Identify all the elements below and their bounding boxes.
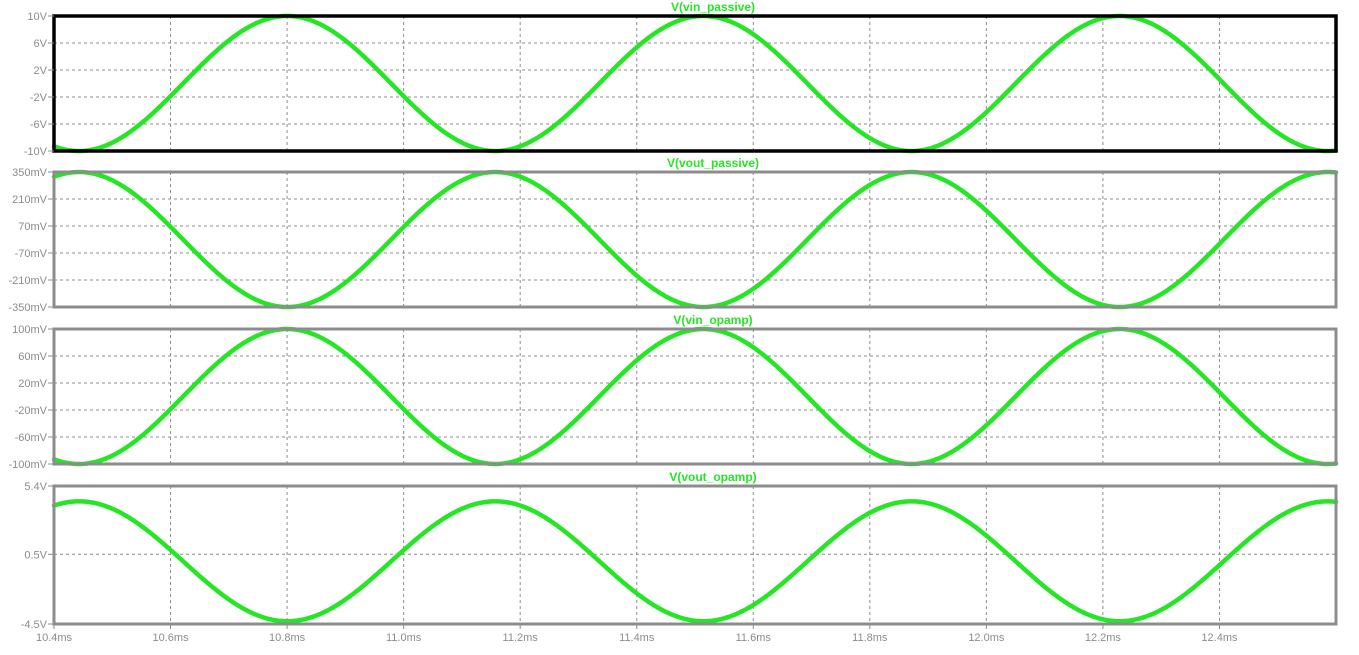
- x-tick-label: 11.4ms: [619, 632, 655, 644]
- x-tick-label: 12.0ms: [968, 632, 1005, 644]
- trace-line: [51, 13, 1339, 154]
- trace-line: [51, 169, 1339, 310]
- y-tick-label: 210mV: [12, 194, 48, 206]
- x-tick-label: 10.8ms: [269, 632, 306, 644]
- trace-title[interactable]: V(vin_passive): [671, 0, 755, 14]
- y-tick-label: 10V: [27, 11, 47, 23]
- trace-title[interactable]: V(vin_opamp): [673, 313, 752, 327]
- plot-pane[interactable]: 5.4V 0.5V -4.5V V(vout_opamp): [21, 470, 1339, 631]
- y-tick-label: 6V: [34, 38, 48, 50]
- y-tick-label: 60mV: [18, 351, 47, 363]
- y-tick-label: -350mV: [8, 302, 47, 314]
- x-tick-label: 11.6ms: [736, 632, 772, 644]
- y-tick-label: -20mV: [15, 405, 48, 417]
- y-tick-label: -60mV: [15, 432, 48, 444]
- y-tick-label: 5.4V: [24, 481, 47, 493]
- y-tick-label: -70mV: [15, 248, 48, 260]
- y-tick-label: 0.5V: [24, 549, 47, 561]
- pane-frame: [52, 14, 1338, 153]
- y-tick-label: 2V: [34, 65, 48, 77]
- y-tick-label: -100mV: [8, 459, 47, 471]
- plot-pane[interactable]: 10V 6V 2V -2V -6V -10V V(vin_passive): [24, 0, 1339, 158]
- trace-line: [51, 499, 1339, 624]
- y-tick-label: -210mV: [8, 275, 47, 287]
- x-tick-label: 12.2ms: [1085, 632, 1122, 644]
- y-tick-label: -6V: [30, 119, 48, 131]
- x-tick-label: 11.2ms: [503, 632, 539, 644]
- y-tick-label: 350mV: [12, 167, 48, 179]
- y-tick-label: 100mV: [12, 324, 48, 336]
- y-tick-label: 20mV: [18, 378, 47, 390]
- plot-pane[interactable]: 350mV 210mV 70mV -70mV -210mV -350mV V(vout_pa…: [8, 156, 1339, 314]
- x-tick-label: 11.8ms: [852, 632, 888, 644]
- plot-pane[interactable]: 100mV 60mV 20mV -20mV -60mV -100mV V(vin_opamp…: [8, 313, 1339, 471]
- y-tick-label: 70mV: [18, 221, 47, 233]
- trace-title[interactable]: V(vout_passive): [667, 156, 759, 170]
- pane-frame: [52, 327, 1338, 466]
- x-tick-label: 10.6ms: [153, 632, 190, 644]
- pane-frame: [52, 170, 1338, 309]
- trace-title[interactable]: V(vout_opamp): [669, 470, 756, 484]
- trace-line: [51, 326, 1339, 467]
- x-tick-label: 10.4ms: [36, 632, 73, 644]
- y-tick-label: -4.5V: [21, 619, 48, 631]
- x-tick-label: 12.4ms: [1201, 632, 1238, 644]
- pane-frame: [52, 484, 1338, 626]
- y-tick-label: -2V: [30, 92, 48, 104]
- y-tick-label: -10V: [24, 146, 48, 158]
- x-tick-label: 11.0ms: [386, 632, 422, 644]
